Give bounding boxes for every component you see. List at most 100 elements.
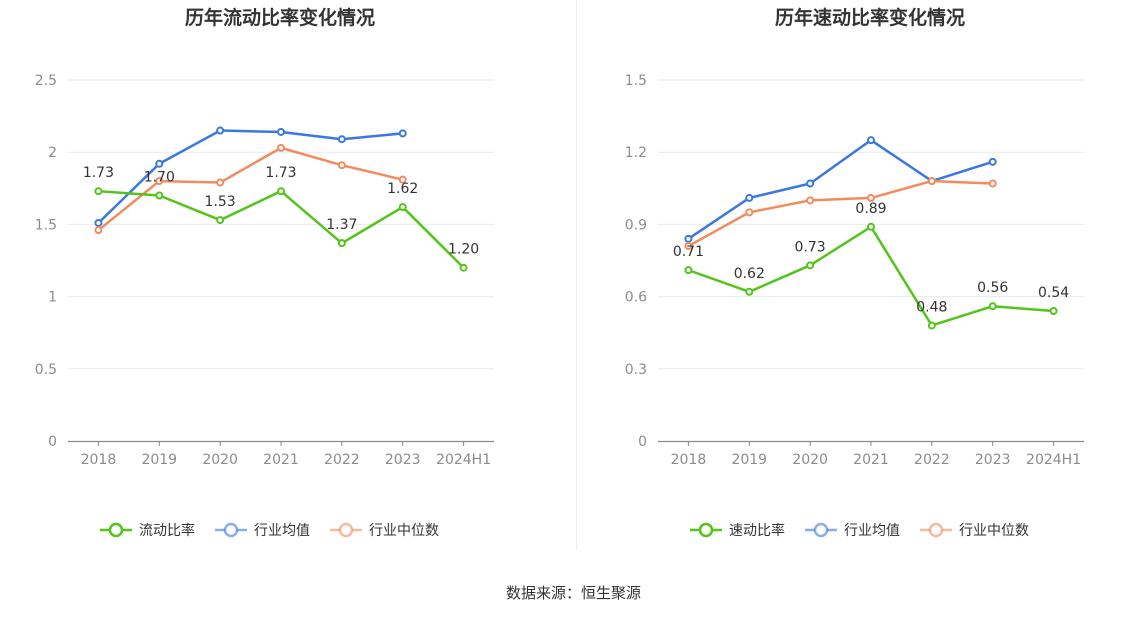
legend-item-industry-median[interactable]: 行业中位数 <box>920 522 1029 539</box>
x-tick-label: 2020 <box>202 452 238 468</box>
legend-marker-icon <box>813 522 829 538</box>
x-tick-label: 2022 <box>914 452 950 468</box>
legend-marker-icon <box>698 522 714 538</box>
data-label: 0.73 <box>795 239 826 255</box>
data-point <box>684 234 693 243</box>
y-tick-label: 0 <box>638 434 647 450</box>
legend-marker-icon <box>928 522 944 538</box>
y-tick-label: 0.3 <box>625 362 647 378</box>
data-point <box>398 175 407 184</box>
x-tick-label: 2018 <box>81 452 117 468</box>
data-point <box>277 143 285 152</box>
y-tick-label: 0.9 <box>625 217 647 233</box>
y-tick-label: 1.2 <box>625 145 647 161</box>
x-tick-label: 2018 <box>671 452 707 468</box>
data-point <box>277 127 285 136</box>
data-label: 1.53 <box>205 194 236 210</box>
data-point <box>155 177 164 186</box>
chart-title: 历年流动比率变化情况 <box>185 6 375 29</box>
x-tick-label: 2023 <box>975 452 1011 468</box>
data-point <box>94 218 103 227</box>
data-label: 0.56 <box>977 280 1008 296</box>
data-label: 1.70 <box>144 170 175 186</box>
data-point <box>745 193 754 202</box>
data-point <box>277 187 285 196</box>
legend-marker-icon <box>338 522 354 538</box>
data-point <box>684 266 693 275</box>
data-point <box>216 216 225 225</box>
data-source-footer: 数据来源：恒生聚源 <box>505 584 641 602</box>
data-point <box>337 161 346 170</box>
data-point <box>806 196 815 205</box>
x-tick-label: 2021 <box>263 452 299 468</box>
series-line-primary <box>98 189 465 269</box>
x-tick-label: 2019 <box>141 452 177 468</box>
data-point <box>216 178 225 187</box>
data-point <box>216 126 225 135</box>
data-point <box>155 191 164 200</box>
legend-marker-icon <box>108 522 124 538</box>
data-point <box>155 159 164 168</box>
data-label: 1.37 <box>326 217 357 233</box>
quick-ratio-chart-panel: 历年速动比率变化情况 0 0.3 0.6 0.9 1.2 1.5 2018 2019 2020 20… <box>576 0 1147 560</box>
legend-label: 行业中位数 <box>959 523 1029 539</box>
y-tick-label: 1 <box>48 290 57 306</box>
data-point <box>459 263 468 272</box>
data-point <box>988 179 997 188</box>
data-label: 1.62 <box>387 181 418 197</box>
data-point <box>398 129 407 138</box>
series-line-industry-mean <box>97 129 403 224</box>
x-tick-label: 2024H1 <box>436 452 491 468</box>
data-point <box>1049 307 1058 316</box>
x-tick-label: 2021 <box>853 452 889 468</box>
data-point <box>94 187 103 196</box>
data-point <box>927 321 936 330</box>
series-line-industry-mean <box>687 138 994 240</box>
data-label: 0.48 <box>916 299 947 315</box>
panel-divider <box>576 0 577 550</box>
data-point <box>684 242 693 251</box>
legend-item-industry-median[interactable]: 行业中位数 <box>330 522 439 539</box>
legend-item-industry-mean[interactable]: 行业均值 <box>215 522 310 539</box>
data-label: 1.73 <box>83 165 114 181</box>
legend-item-industry-mean[interactable]: 行业均值 <box>805 522 900 539</box>
x-tick-label: 2022 <box>324 452 360 468</box>
y-tick-label: 0.6 <box>625 290 647 306</box>
data-point <box>988 302 997 311</box>
legend-marker-icon <box>223 522 239 538</box>
y-tick-label: 0 <box>48 434 57 450</box>
data-point <box>806 261 815 270</box>
legend-label: 行业均值 <box>254 523 310 539</box>
legend-label: 流动比率 <box>139 522 195 539</box>
series-line-industry-median <box>687 179 993 248</box>
data-point <box>94 226 103 235</box>
legend-item-primary[interactable]: 流动比率 <box>100 522 195 539</box>
y-tick-label: 2.5 <box>35 73 57 89</box>
legend-label: 行业中位数 <box>369 523 439 539</box>
current-ratio-chart-panel: 历年流动比率变化情况 0 0.5 1 1.5 2 2.5 2018 2019 2020 2021 20… <box>0 0 576 560</box>
data-point <box>398 203 407 212</box>
y-tick-label: 1.5 <box>35 217 57 233</box>
legend-label: 行业均值 <box>844 523 900 539</box>
data-point <box>867 193 875 202</box>
current-ratio-chart: 历年流动比率变化情况 0 0.5 1 1.5 2 2.5 2018 2019 2020 2021 20… <box>35 6 494 539</box>
legend-item-primary[interactable]: 速动比率 <box>690 522 785 539</box>
data-point <box>745 208 754 217</box>
data-point <box>337 239 346 248</box>
data-label: 1.73 <box>265 165 296 181</box>
y-tick-label: 2 <box>48 145 57 161</box>
data-point <box>927 177 936 186</box>
data-label: 0.89 <box>855 201 886 217</box>
data-point <box>337 135 346 144</box>
x-tick-label: 2020 <box>792 452 828 468</box>
data-point <box>867 136 875 145</box>
data-point <box>745 287 754 296</box>
data-label: 0.62 <box>734 266 765 282</box>
y-tick-label: 1.5 <box>625 73 647 89</box>
series-line-industry-median <box>97 146 404 232</box>
quick-ratio-chart: 历年速动比率变化情况 0 0.3 0.6 0.9 1.2 1.5 2018 2019 2020 20… <box>625 6 1084 539</box>
data-label: 1.20 <box>448 242 479 258</box>
x-tick-label: 2024H1 <box>1026 452 1081 468</box>
chart-title: 历年速动比率变化情况 <box>775 6 965 29</box>
legend-label: 速动比率 <box>729 522 785 539</box>
